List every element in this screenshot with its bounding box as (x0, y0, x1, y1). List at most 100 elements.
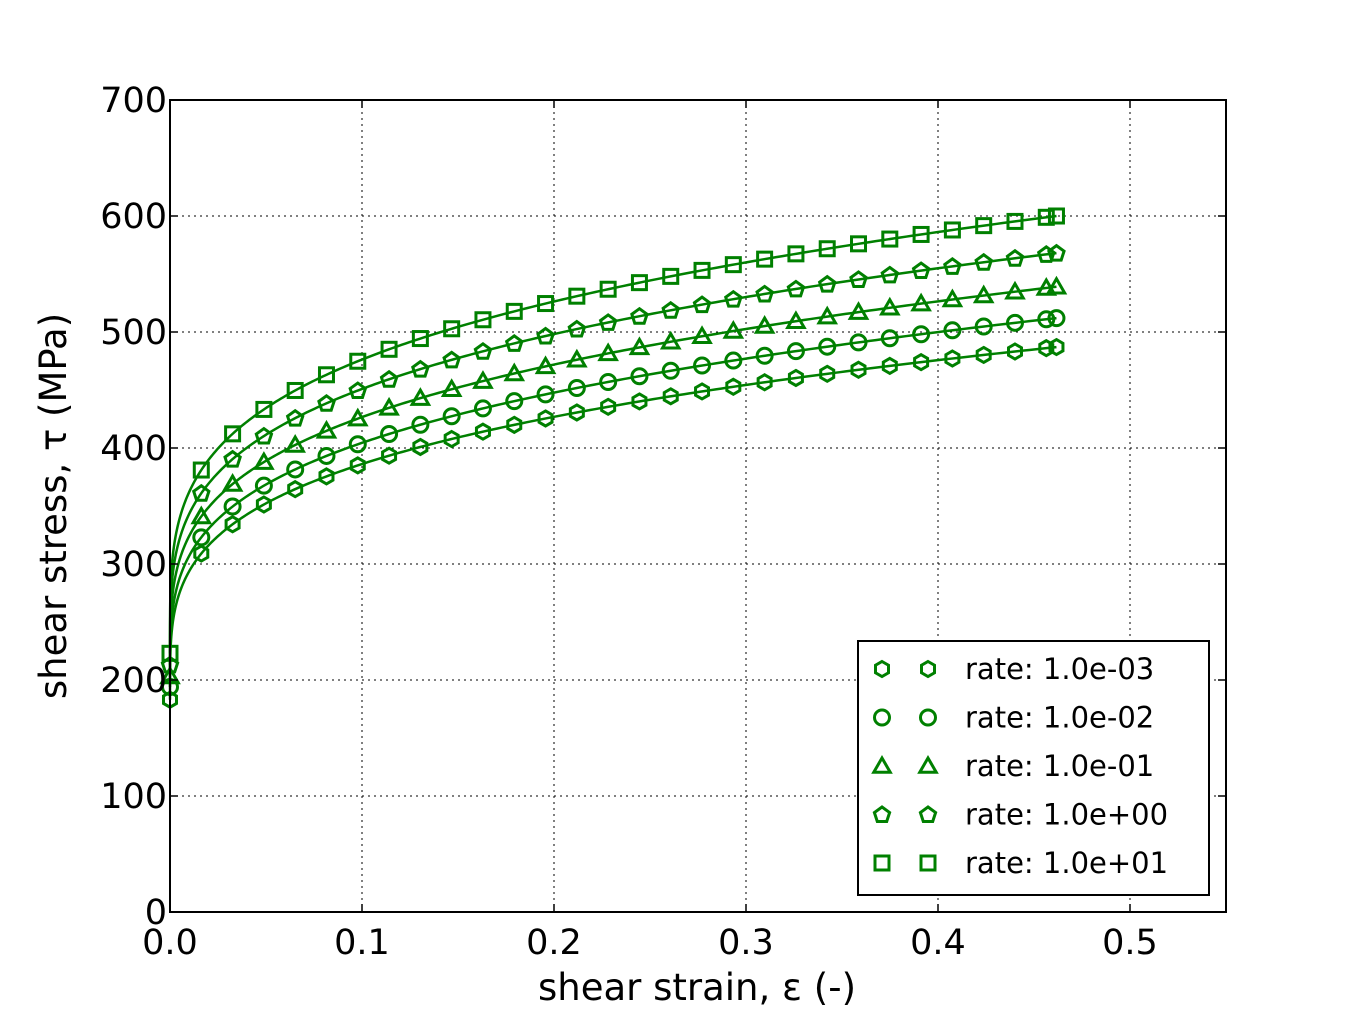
data-point-marker (817, 274, 837, 293)
data-point-marker (1045, 275, 1068, 295)
data-point-marker (724, 351, 743, 370)
data-point-marker (880, 265, 900, 284)
data-point-marker (505, 302, 523, 320)
data-point-marker (599, 280, 617, 298)
data-point-marker (378, 396, 400, 416)
legend-label: rate: 1.0e-02 (965, 701, 1154, 735)
data-point-marker (630, 274, 648, 292)
data-point-marker (193, 544, 210, 563)
y-tick-label: 400 (100, 429, 167, 469)
legend-marker (874, 659, 890, 679)
data-point-marker (785, 310, 807, 329)
legend-marker (872, 805, 892, 823)
y-tick-label: 500 (100, 313, 167, 353)
data-point-marker (975, 345, 992, 365)
data-point-marker (411, 415, 430, 434)
data-point-marker (223, 449, 242, 468)
data-point-marker (975, 217, 993, 235)
data-point-marker (286, 381, 304, 399)
data-point-marker (409, 387, 432, 406)
data-point-marker (224, 515, 241, 534)
data-point-marker (315, 419, 338, 439)
data-point-marker (254, 426, 274, 445)
data-point-marker (724, 256, 742, 274)
data-point-marker (692, 295, 712, 314)
data-point-marker (631, 392, 648, 411)
data-point-marker (504, 334, 524, 352)
series-layer (159, 207, 1068, 709)
legend-entry: rate: 1.0e-01 (871, 749, 1154, 783)
data-point-marker (1047, 243, 1066, 262)
data-point-marker (597, 342, 619, 362)
y-tick-label: 600 (100, 197, 167, 237)
data-point-marker (849, 333, 868, 352)
data-point-marker (630, 367, 649, 386)
x-axis-label: shear strain, ε (-) (538, 966, 856, 1009)
series-line (168, 345, 1057, 700)
data-point-marker (850, 235, 868, 253)
data-point-marker (972, 284, 995, 304)
data-point-marker (881, 356, 898, 376)
data-point-marker (567, 319, 587, 338)
data-point-marker (691, 325, 713, 345)
data-point-marker (568, 287, 586, 305)
data-point-marker (286, 460, 305, 479)
data-point-marker (598, 313, 618, 331)
legend-marker (919, 708, 937, 727)
data-point-marker (503, 362, 526, 382)
data-point-marker (349, 352, 367, 370)
data-point-marker (381, 446, 398, 465)
data-point-marker (380, 340, 398, 358)
data-point-marker (254, 476, 273, 495)
y-tick-label: 100 (100, 777, 167, 817)
data-point-marker (284, 434, 307, 453)
legend-entry: rate: 1.0e+01 (873, 846, 1168, 880)
data-point-marker (223, 497, 242, 516)
x-tick-label: 0.4 (910, 923, 966, 963)
data-point-marker (255, 495, 272, 514)
legend-box (857, 640, 1210, 896)
data-point-marker (410, 359, 430, 378)
data-point-marker (474, 422, 491, 441)
legend-marker (917, 755, 939, 774)
y-tick-label: 0 (145, 893, 167, 933)
data-point-marker (190, 505, 213, 525)
data-point-marker (787, 245, 805, 263)
y-tick-label: 200 (100, 661, 167, 701)
x-tick-label: 0.0 (142, 923, 198, 963)
data-point-marker (317, 393, 336, 412)
data-point-marker (1048, 337, 1065, 357)
y-axis-label: shear stress, τ (MPa) (32, 313, 75, 699)
data-point-marker (412, 437, 429, 457)
data-point-marker (442, 407, 461, 426)
data-point-marker (287, 479, 304, 499)
data-point-marker (818, 337, 837, 356)
y-tick-label: 700 (100, 81, 167, 121)
data-point-marker (662, 387, 679, 406)
data-point-marker (537, 409, 554, 428)
data-point-marker (756, 250, 774, 268)
data-point-marker (847, 301, 870, 320)
series-line (168, 316, 1057, 687)
data-point-marker (346, 407, 369, 427)
data-point-marker (662, 267, 680, 285)
ticks: 0.0 0.1 0.2 0.3 0.4 0.5 0 100 200 300 400 500 600 700 (100, 81, 1226, 963)
data-point-marker (850, 360, 867, 380)
series-line (168, 214, 1057, 654)
data-point-marker (380, 424, 399, 443)
data-point-marker (912, 225, 930, 243)
series-4 (161, 207, 1065, 662)
legend-entry: rate: 1.0e+00 (872, 798, 1168, 832)
data-point-marker (819, 364, 836, 384)
data-point-marker (693, 261, 711, 279)
data-point-marker (1007, 342, 1023, 361)
data-point-marker (911, 261, 931, 280)
data-point-marker (661, 361, 680, 380)
data-point-marker (628, 336, 651, 356)
data-point-marker (566, 348, 588, 368)
data-point-marker (974, 317, 993, 336)
series-3 (160, 243, 1066, 674)
data-point-marker (192, 461, 210, 479)
x-tick-label: 0.5 (1102, 923, 1158, 963)
data-point-marker (474, 311, 492, 329)
